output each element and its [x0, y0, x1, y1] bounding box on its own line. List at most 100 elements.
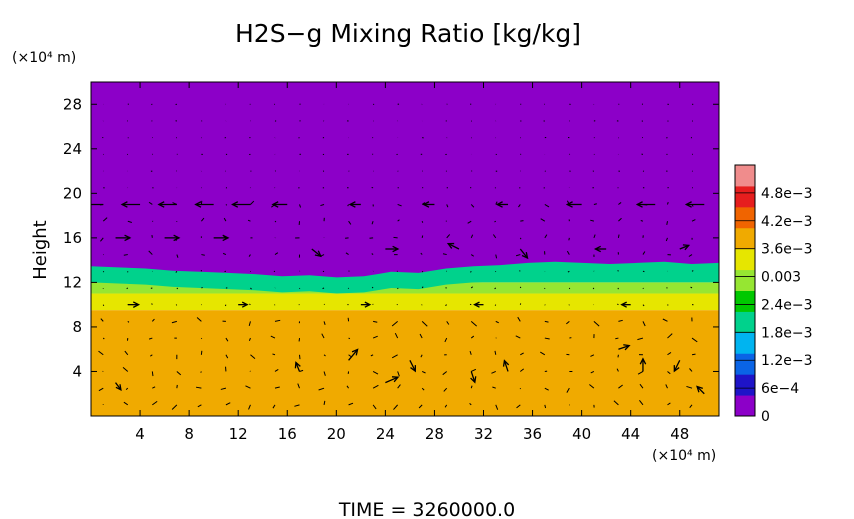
flow-dash	[642, 203, 648, 206]
flow-dash	[642, 321, 646, 327]
velocity-vector	[684, 201, 705, 208]
flow-dash	[420, 354, 423, 358]
flow-dash	[151, 371, 154, 377]
flow-dash	[152, 386, 156, 389]
flow-dash	[148, 337, 153, 340]
flow-dash	[98, 387, 104, 392]
colorbar-swatch	[735, 353, 755, 375]
flow-dash	[691, 353, 696, 356]
velocity-vector	[565, 201, 582, 208]
flow-dash	[667, 402, 671, 406]
colorbar-label: 4.2e−3	[761, 214, 813, 230]
flow-dash	[421, 235, 424, 238]
flow-dash	[323, 354, 326, 357]
flow-dash	[613, 400, 619, 406]
flow-dash	[691, 219, 696, 222]
flow-dash	[223, 217, 227, 222]
flow-dash	[618, 384, 623, 389]
flow-dash	[689, 368, 693, 372]
y-tick-label: 8	[72, 318, 82, 336]
flow-dash	[247, 219, 251, 222]
flow-dash	[150, 354, 153, 357]
flow-dash	[370, 354, 374, 357]
flow-dash	[249, 303, 251, 306]
velocity-vector	[473, 301, 484, 308]
flow-dash	[151, 303, 153, 305]
velocity-vector	[294, 361, 301, 372]
flow-dash	[470, 204, 475, 208]
flow-dash	[566, 387, 570, 393]
x-tick-label: 40	[572, 425, 591, 443]
flow-dash	[662, 318, 668, 322]
flow-dash	[274, 386, 280, 389]
flow-dash	[372, 384, 379, 389]
velocity-vector	[620, 301, 631, 308]
flow-dash	[689, 404, 693, 409]
flow-dash	[467, 220, 472, 224]
flow-dash	[691, 204, 694, 207]
flow-dash	[397, 219, 400, 222]
flow-dash	[637, 371, 644, 375]
y-tick-label: 20	[63, 184, 82, 202]
flow-dash	[348, 337, 351, 340]
colorbar-label: 0	[761, 409, 770, 425]
flow-dash	[171, 320, 177, 324]
flow-dash	[590, 219, 595, 222]
flow-dash	[225, 204, 228, 206]
flow-dash	[568, 237, 570, 241]
flow-dash	[617, 303, 619, 306]
colorbar-swatch	[735, 165, 755, 187]
flow-dash	[470, 320, 477, 327]
flow-dash	[567, 270, 570, 273]
flow-dash	[391, 354, 398, 359]
flow-dash	[127, 320, 130, 323]
flow-dash	[348, 270, 350, 272]
flow-dash	[397, 384, 401, 389]
flow-dash	[593, 203, 597, 205]
x-tick-label: 8	[184, 425, 194, 443]
flow-dash	[421, 286, 424, 289]
flow-dash	[494, 220, 497, 223]
flow-dash	[518, 204, 521, 208]
flow-dash	[200, 371, 202, 373]
flow-dash	[102, 271, 105, 273]
x-tick-label: 4	[135, 425, 145, 443]
flow-dash	[248, 337, 251, 341]
flow-dash	[540, 218, 546, 222]
flow-dash	[175, 237, 178, 241]
flow-dash	[421, 270, 424, 273]
colorbar-swatch	[735, 185, 755, 208]
flow-dash	[225, 354, 229, 359]
flow-dash	[492, 386, 496, 389]
colorbar-swatch	[735, 332, 755, 354]
flow-dash	[639, 383, 644, 389]
flow-dash	[617, 234, 620, 238]
flow-dash	[125, 387, 129, 391]
flow-dash	[690, 286, 693, 289]
flow-dash	[248, 404, 251, 410]
flow-dash	[152, 400, 158, 406]
x-tick-label: 32	[474, 425, 493, 443]
flow-dash	[589, 384, 595, 389]
velocity-vector	[696, 385, 705, 395]
flow-dash	[391, 320, 398, 327]
flow-dash	[148, 201, 153, 205]
flow-dash	[469, 350, 472, 355]
flow-dash	[520, 220, 524, 222]
flow-dash	[470, 234, 474, 239]
colorbar-swatch	[735, 311, 755, 333]
x-tick-label: 12	[229, 425, 248, 443]
flow-dash	[590, 354, 595, 357]
flow-dash	[492, 234, 497, 239]
flow-dash	[618, 202, 622, 205]
flow-dash	[348, 220, 352, 225]
flow-dash	[122, 366, 129, 372]
velocity-vector	[593, 245, 607, 253]
flow-dash	[544, 404, 547, 409]
flow-dash	[495, 254, 498, 259]
flow-dash	[470, 335, 475, 339]
y-axis: 4 8 12 16 20 24 28	[63, 95, 719, 380]
flow-dash	[639, 400, 644, 406]
flow-dash	[250, 354, 256, 359]
flow-dash	[201, 254, 205, 256]
